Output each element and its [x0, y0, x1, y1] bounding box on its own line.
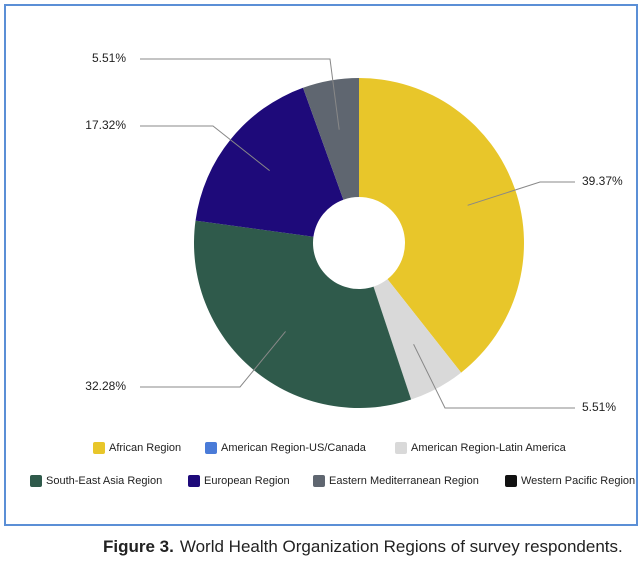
legend-swatch [30, 475, 42, 487]
legend-label: American Region-Latin America [411, 442, 567, 454]
leader-line [140, 125, 270, 172]
caption-text: World Health Organization Regions of sur… [180, 537, 623, 556]
data-label: 39.37% [582, 174, 623, 188]
legend-swatch [93, 442, 105, 454]
legend-swatch [395, 442, 407, 454]
data-label: 32.28% [85, 379, 126, 393]
caption-label: Figure 3. [103, 537, 174, 556]
legend-label: South-East Asia Region [46, 475, 162, 487]
legend-swatch [313, 475, 325, 487]
legend-label: American Region-US/Canada [221, 442, 367, 454]
leader-line [413, 344, 575, 409]
legend-label: African Region [109, 442, 181, 454]
leader-line [140, 58, 340, 130]
legend-label: European Region [204, 475, 290, 487]
data-label: 17.32% [85, 118, 126, 132]
data-label: 5.51% [582, 400, 616, 414]
pie-slice [303, 78, 359, 200]
pie-slice [373, 279, 462, 400]
caption: Figure 3. World Health Organization Regio… [103, 537, 623, 556]
legend-swatch [205, 442, 217, 454]
pie-slice [193, 220, 412, 408]
leader-line [467, 181, 575, 206]
legend-label: Eastern Mediterranean Region [329, 475, 479, 487]
leader-line [140, 331, 286, 388]
pie-slice [195, 87, 344, 237]
data-label: 5.51% [92, 51, 126, 65]
legend-swatch [505, 475, 517, 487]
pie-slice [359, 78, 524, 373]
legend-label: Western Pacific Region [521, 475, 635, 487]
legend-swatch [188, 475, 200, 487]
